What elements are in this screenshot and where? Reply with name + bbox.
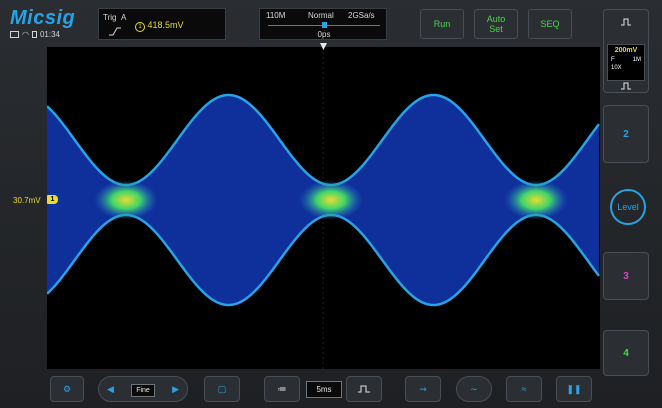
waveform-graticule <box>47 47 600 369</box>
run-button[interactable]: Run <box>420 9 464 39</box>
level-knob[interactable]: Level <box>610 189 646 225</box>
pulse-icon <box>621 18 631 26</box>
gear-icon: ⚙ <box>62 383 72 394</box>
wifi-icon: ◠ <box>22 30 29 39</box>
trigger-info-panel[interactable]: Trig A 1 418.5mV <box>98 8 226 40</box>
zoom-control[interactable]: ◀ ▶ <box>98 376 188 402</box>
memory-depth: 110M <box>266 11 286 20</box>
horizontal-position: 0ps <box>317 30 331 39</box>
battery-icon <box>31 31 37 38</box>
seq-button[interactable]: SEQ <box>528 9 572 39</box>
trigger-source: A <box>121 13 127 22</box>
auto-set-label-2: Set <box>489 24 503 34</box>
ref-button[interactable]: ≈ <box>506 376 542 402</box>
waveform-hotspot <box>299 180 363 220</box>
channel1-coupling: F <box>611 57 615 63</box>
measure-icon: ⇝ <box>419 383 427 394</box>
channel1-level-label: 30.7mV <box>13 196 41 205</box>
micsig-logo: Micsig <box>10 7 76 29</box>
sample-rate: 2GSa/s <box>348 11 375 20</box>
auto-set-label-1: Auto <box>486 14 506 24</box>
auto-set-button[interactable]: Auto Set <box>474 9 518 39</box>
channel1-settings[interactable]: 200mV F 1M 10X <box>607 44 645 81</box>
chevron-left-icon[interactable]: ◀ <box>107 383 114 394</box>
measure-button[interactable]: ⇝ <box>405 376 441 402</box>
pause-button[interactable]: ❚❚ <box>556 376 592 402</box>
math-icon: ∼ <box>470 383 478 394</box>
waveform-hotspot <box>94 180 158 220</box>
pause-icon: ❚❚ <box>566 383 582 394</box>
acquisition-info-panel[interactable]: 110M Normal 2GSa/s 0ps <box>259 8 387 40</box>
channel3-button[interactable]: 3 <box>603 252 649 300</box>
status-time: 01:34 <box>39 30 61 39</box>
waveform-hotspot <box>504 180 568 220</box>
trigger-channel-circle-icon: 1 <box>135 22 145 32</box>
channel1-impedance: 1M <box>632 57 641 63</box>
settings-button[interactable]: ⚙ <box>50 376 84 402</box>
trigger-position-marker <box>320 43 327 50</box>
waveform-display[interactable] <box>47 47 600 369</box>
pulse-train-icon: ≔ <box>277 383 287 394</box>
timebase-increase-button[interactable] <box>346 376 382 402</box>
pulse-icon <box>621 82 631 90</box>
rising-edge-icon <box>109 27 121 36</box>
trigger-level-readout: 1 418.5mV <box>135 20 184 32</box>
timebase-decrease-button[interactable]: ≔ <box>264 376 300 402</box>
ref-icon: ≈ <box>521 384 527 394</box>
monitor-icon <box>10 31 19 38</box>
timebase-value[interactable]: 5ms <box>306 381 342 398</box>
channel1-probe: 10X <box>611 65 622 71</box>
math-button[interactable]: ∼ <box>456 376 492 402</box>
save-button[interactable]: ▢ <box>204 376 240 402</box>
acquisition-mode: Normal <box>308 11 334 20</box>
channel2-button[interactable]: 2 <box>603 105 649 163</box>
save-icon: ▢ <box>217 383 227 394</box>
waveform-trace <box>47 93 600 307</box>
channel1-scale: 200mV <box>614 47 638 54</box>
pulse-icon <box>358 385 370 393</box>
trigger-label: Trig <box>103 13 117 22</box>
trigger-level-value: 418.5mV <box>147 20 184 30</box>
channel1-marker[interactable]: 1 <box>47 195 58 204</box>
chevron-right-icon[interactable]: ▶ <box>172 383 179 394</box>
memory-position-marker <box>322 22 327 28</box>
fine-toggle[interactable]: Fine <box>131 384 155 397</box>
channel4-button[interactable]: 4 <box>603 330 649 376</box>
status-bar: ◠ 01:34 <box>10 30 60 39</box>
